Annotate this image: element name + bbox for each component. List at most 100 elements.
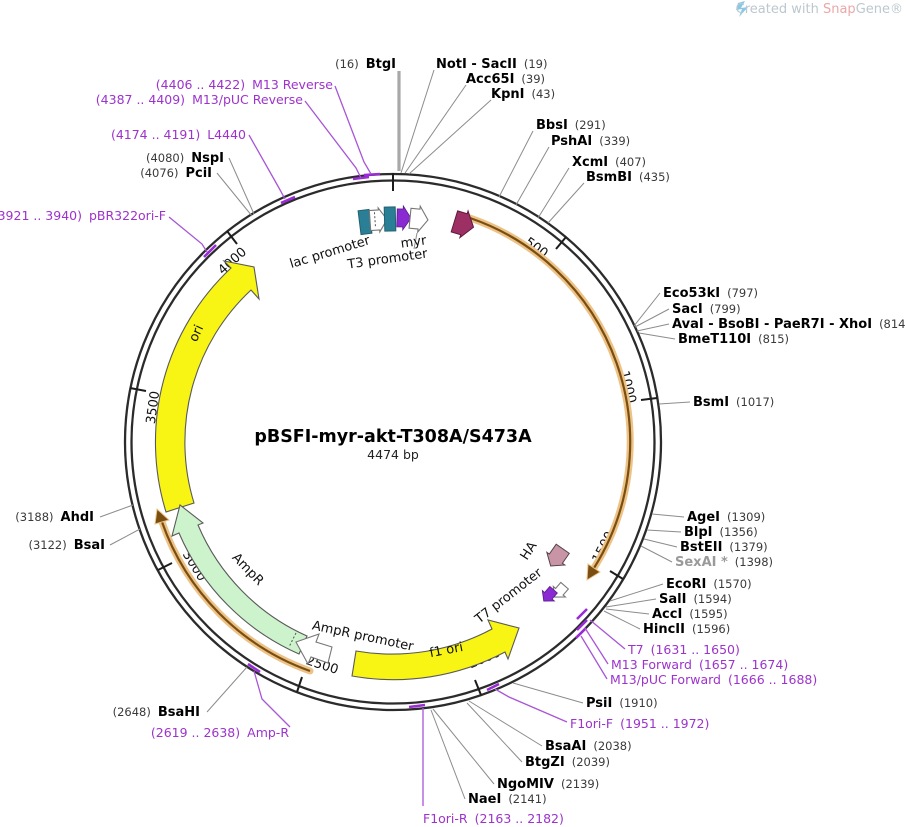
site-label-sexai: SexAI * (1398): [675, 555, 773, 570]
site-label-ngomiv: NgoMIV (2139): [497, 777, 599, 792]
snapgene-credit: Created with SnapGene®: [736, 1, 903, 17]
site-label-hincii: HincII (1596): [643, 622, 730, 637]
ampr-tail-dotted-line: [288, 632, 297, 648]
leader-line-primer: [304, 100, 362, 179]
leader-line: [408, 99, 492, 175]
orf-arc-akt-core: [469, 216, 632, 569]
tick-500: [555, 236, 567, 250]
leader-line-primer: [248, 134, 286, 200]
leader-line-primer: [334, 85, 372, 175]
leader-line: [537, 167, 570, 219]
primer-label-m13-forward: M13 Forward (1657 .. 1674): [611, 657, 788, 672]
primer-label-f1ori-f: F1ori-F (1951 .. 1972): [570, 716, 709, 731]
site-label-psii: PsiI (1910): [586, 696, 658, 711]
primer-mark-t7: [576, 608, 588, 620]
leader-line: [466, 702, 523, 763]
orf-arc-akt: [466, 214, 634, 572]
feature-arrow-ori: [154, 260, 260, 513]
primer-label-t7: T7 (1631 .. 1650): [627, 642, 740, 657]
feature-label-myr: myr: [400, 233, 428, 252]
site-label-bsteii: BstEII (1379): [680, 540, 768, 555]
snapgene-bolt-icon: [736, 1, 748, 17]
primer-label-m13-reverse: (4406 .. 4422) M13 Reverse: [156, 77, 333, 92]
leader-line-primer: [168, 216, 208, 253]
feature-label-t7-promoter: T7 promoter: [472, 565, 546, 628]
primer-marks: [203, 172, 588, 709]
leader-line: [640, 545, 673, 563]
purple-feature-arrow: [396, 204, 412, 232]
primer-mark-pbr322ori-f: [203, 244, 217, 258]
site-label-btgi: (16) BtgI: [335, 57, 396, 72]
leader-line: [634, 308, 670, 328]
primer-label-f1ori-r: F1ori-R (2163 .. 2182): [423, 811, 564, 826]
primer-mark-f1ori-f: [486, 682, 500, 692]
myr-arrow: [450, 209, 475, 240]
site-label-bmet110i: BmeT110I (815): [678, 332, 789, 347]
orf-arc-ampr-arrowhead: [154, 507, 170, 525]
primer-label-m13-puc-forward: M13/pUC Forward (1666 .. 1688): [610, 672, 817, 687]
plasmid-length: 4474 bp: [367, 447, 419, 462]
primer-mark-m13-reverse: [363, 172, 381, 177]
leader-line: [468, 700, 543, 747]
site-label-saci: SacI (799): [672, 302, 741, 317]
leader-line: [512, 682, 584, 704]
site-label-pcii: (4076) PciI: [140, 166, 212, 181]
leader-line: [404, 84, 467, 174]
leader-line-primer: [580, 635, 608, 680]
site-label-kpni: KpnI (43): [491, 87, 555, 102]
lac-operator-dashed-arrow: [368, 206, 388, 234]
leader-line-primer: [253, 670, 291, 728]
feature-label-ori: ori: [186, 323, 207, 345]
orf-arc-akt-arrowhead: [586, 563, 601, 581]
primer-label-pbr322ori-f: (3921 .. 3940) pBR322ori-F: [0, 208, 166, 223]
site-label-eco53ki: Eco53kI (797): [663, 286, 758, 301]
tick-marks: [129, 230, 658, 696]
primer-mark-amp-r: [247, 662, 261, 674]
site-label-nspi: (4080) NspI: [146, 151, 224, 166]
primer-label-amp-r: (2619 .. 2638) Amp-R: [151, 725, 289, 740]
tick-3500: [129, 387, 147, 392]
primer-leader-lines: [168, 85, 626, 806]
site-label-pshai: PshAI (339): [551, 134, 630, 149]
primer-label-m13-puc-reverse: (4387 .. 4409) M13/pUC Reverse: [96, 92, 304, 107]
leader-line-primer: [589, 619, 626, 650]
site-label-xcmi: XcmI (407): [572, 155, 646, 170]
site-label-btgzi: BtgZI (2039): [525, 755, 610, 770]
site-label-bsmbi: BsmBI (435): [586, 170, 670, 185]
leader-line: [547, 182, 585, 224]
leader-line-primer: [494, 688, 568, 723]
leader-line: [413, 232, 418, 250]
plasmid-title: pBSFI-myr-akt-T308A/S473A: [254, 427, 532, 447]
leader-line: [636, 323, 670, 332]
site-label-bsai: (3122) BsaI: [28, 538, 105, 553]
leader-line: [658, 401, 691, 405]
primer-mark-l4440: [280, 195, 296, 205]
leader-line: [633, 292, 661, 327]
credit-text: Created with SnapGene®: [736, 2, 903, 17]
leader-line-primer: [584, 627, 609, 665]
tick-1500: [609, 570, 624, 580]
leader-line: [216, 172, 253, 217]
leader-line: [99, 504, 134, 518]
leader-line: [228, 157, 255, 215]
leader-line: [498, 130, 534, 198]
tick-1000: [640, 397, 658, 401]
t7-promoter-arrow: [541, 585, 558, 602]
feature-arrow-f1-ori: [351, 619, 520, 681]
leader-line: [646, 529, 682, 533]
site-label-sali: SalI (1594): [659, 592, 732, 607]
orf-arc-ampr-core: [160, 521, 311, 673]
ha-arrow: [545, 543, 570, 567]
leader-line: [430, 709, 466, 800]
t3-promoter-arrow: [408, 204, 429, 234]
site-label-bsaai: BsaAI (2038): [545, 739, 632, 754]
leader-line: [109, 528, 141, 546]
site-label-ahdi: (3188) AhdI: [15, 510, 94, 525]
tick-3000: [157, 562, 173, 571]
site-label-acc65i: Acc65I (39): [466, 72, 545, 87]
feature-arrow-ampr: [171, 504, 308, 655]
lac-promoter-box-2: [383, 206, 397, 232]
primer-mark-m13-puc-forward: [575, 627, 587, 639]
leader-line: [643, 538, 678, 548]
